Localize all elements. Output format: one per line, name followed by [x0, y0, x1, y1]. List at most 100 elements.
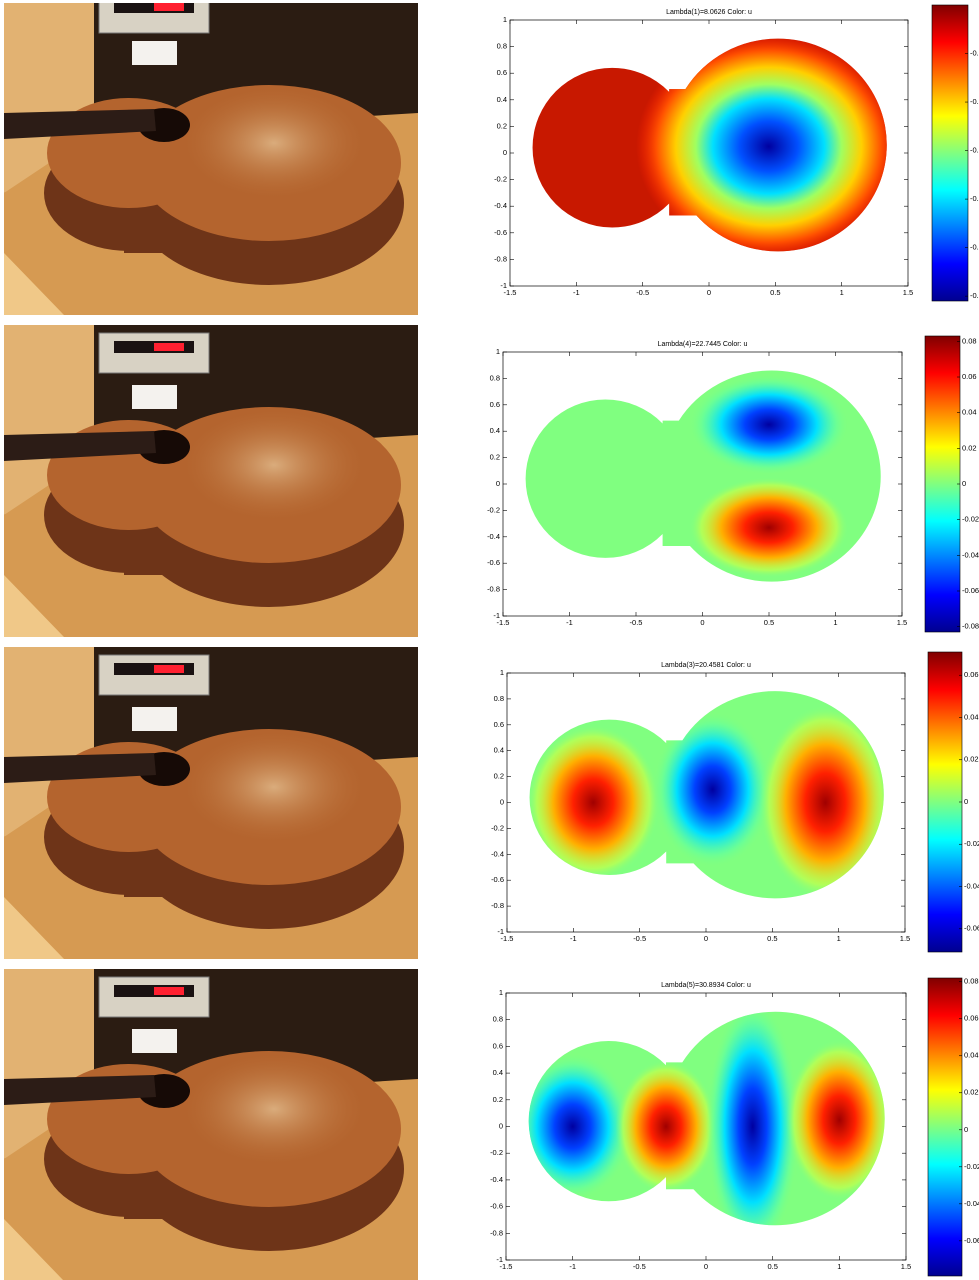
y-tick-label: 0.8: [494, 694, 504, 703]
x-tick-label: 1: [833, 618, 837, 627]
y-tick-label: -0.8: [490, 1228, 503, 1237]
photo: [4, 969, 418, 1280]
y-tick-label: 0: [499, 1121, 503, 1130]
y-tick-label: 0.8: [493, 1015, 503, 1024]
y-tick-label: -0.6: [491, 875, 504, 884]
y-tick-label: -0.4: [490, 1175, 503, 1184]
colorbar-tick-label: -0.06: [964, 1236, 979, 1245]
x-tick-label: 1.5: [900, 934, 910, 943]
field-lobe: [615, 1060, 716, 1194]
y-tick-label: 1: [503, 15, 507, 24]
colorbar: [928, 652, 962, 952]
plot-title: Lambda(5)=30.8934 Color: u: [661, 982, 751, 989]
colorbar-tick-label: 0.02: [964, 1088, 979, 1097]
sand-glow: [184, 732, 364, 842]
field-lobe: [689, 477, 849, 577]
colorbar-tick-label: -0.02: [970, 97, 979, 106]
y-tick-label: 0: [496, 479, 500, 488]
y-tick-label: -0.6: [487, 558, 500, 567]
y-tick-label: -1: [496, 1255, 503, 1264]
photo: [4, 647, 418, 959]
y-tick-label: 0.8: [497, 42, 507, 51]
y-tick-label: 0.4: [494, 746, 504, 755]
y-tick-label: -0.4: [494, 201, 507, 210]
page: {"chart_data": [ {"type": "contour", "ti…: [0, 0, 979, 1280]
meter-note: [132, 707, 177, 731]
x-tick-label: -1: [570, 934, 577, 943]
meter-note: [132, 385, 177, 409]
colorbar-tick-label: 0.08: [962, 336, 977, 345]
colorbar-tick-label: -0.08: [962, 622, 979, 631]
x-tick-label: 0.5: [767, 934, 777, 943]
x-tick-label: -0.5: [636, 288, 649, 297]
y-tick-label: 1: [499, 988, 503, 997]
y-tick-label: 0: [500, 797, 504, 806]
colorbar-tick-label: 0.06: [962, 372, 977, 381]
sand-glow: [184, 88, 364, 198]
y-tick-label: 0.8: [490, 373, 500, 382]
y-tick-label: -0.2: [491, 823, 504, 832]
x-tick-label: -1: [569, 1262, 576, 1271]
y-tick-label: 0.6: [497, 68, 507, 77]
x-tick-label: 1: [837, 1262, 841, 1271]
photo: [4, 325, 418, 637]
y-tick-label: -0.8: [491, 901, 504, 910]
plot-title: Lambda(4)=22.7445 Color: u: [658, 341, 748, 348]
meter-note: [132, 41, 177, 65]
colorbar-tick-label: -0.03: [970, 146, 979, 155]
figure: Lambda(1)=8.0626 Color: u-1.5-1-0.500.51…: [0, 0, 979, 1280]
y-tick-label: -0.6: [494, 228, 507, 237]
colorbar-tick-label: -0.01: [970, 49, 979, 58]
colorbar-tick-label: 0.04: [964, 1051, 979, 1060]
meter-digits: [154, 987, 184, 995]
y-tick-label: -0.6: [490, 1202, 503, 1211]
x-tick-label: 1.5: [903, 288, 913, 297]
y-tick-label: 0.6: [493, 1041, 503, 1050]
y-tick-label: 0.2: [494, 772, 504, 781]
colorbar: [928, 978, 962, 1276]
x-tick-label: 1.5: [897, 618, 907, 627]
colorbar-tick-label: 0.06: [964, 1014, 979, 1023]
y-tick-label: -1: [500, 281, 507, 290]
sand-glow: [184, 1054, 364, 1164]
colorbar: [932, 5, 968, 301]
y-tick-label: 0.6: [494, 720, 504, 729]
colorbar-tick-label: 0.02: [962, 443, 977, 452]
y-tick-label: 0.4: [490, 426, 500, 435]
colorbar: [925, 336, 960, 632]
colorbar-tick-label: 0.04: [964, 712, 979, 721]
y-tick-label: -0.8: [487, 585, 500, 594]
sand-glow: [184, 410, 364, 520]
colorbar-tick-label: -0.02: [964, 1162, 979, 1171]
y-tick-label: 0.2: [497, 121, 507, 130]
colorbar-tick-label: -0.06: [964, 924, 979, 933]
y-tick-label: 0.2: [490, 453, 500, 462]
x-tick-label: 1: [837, 934, 841, 943]
colorbar-tick-label: 0: [964, 1125, 968, 1134]
y-tick-label: -1: [497, 927, 504, 936]
y-tick-label: -0.4: [491, 849, 504, 858]
meter-note: [132, 1029, 177, 1053]
x-tick-label: -0.5: [633, 1262, 646, 1271]
y-tick-label: -0.2: [490, 1148, 503, 1157]
colorbar-tick-label: -0.04: [964, 1199, 979, 1208]
x-tick-label: 0: [700, 618, 704, 627]
plot-title: Lambda(3)=20.4581 Color: u: [661, 662, 751, 669]
colorbar-tick-label: 0.04: [962, 408, 977, 417]
x-tick-label: 1.5: [901, 1262, 911, 1271]
colorbar-tick-label: -0.02: [964, 839, 979, 848]
colorbar-tick-label: 0: [962, 479, 966, 488]
x-tick-label: -0.5: [630, 618, 643, 627]
x-tick-label: 0.5: [764, 618, 774, 627]
field-lobe: [689, 374, 849, 474]
x-tick-label: 0.5: [767, 1262, 777, 1271]
y-tick-label: 0.4: [493, 1068, 503, 1077]
y-tick-label: 0.4: [497, 95, 507, 104]
y-tick-label: -0.2: [494, 175, 507, 184]
y-tick-label: 1: [496, 347, 500, 356]
colorbar-tick-label: -0.04: [970, 194, 979, 203]
x-tick-label: 0.5: [770, 288, 780, 297]
x-tick-label: -1: [573, 288, 580, 297]
meter-digits: [154, 343, 184, 351]
x-tick-label: 0: [704, 1262, 708, 1271]
